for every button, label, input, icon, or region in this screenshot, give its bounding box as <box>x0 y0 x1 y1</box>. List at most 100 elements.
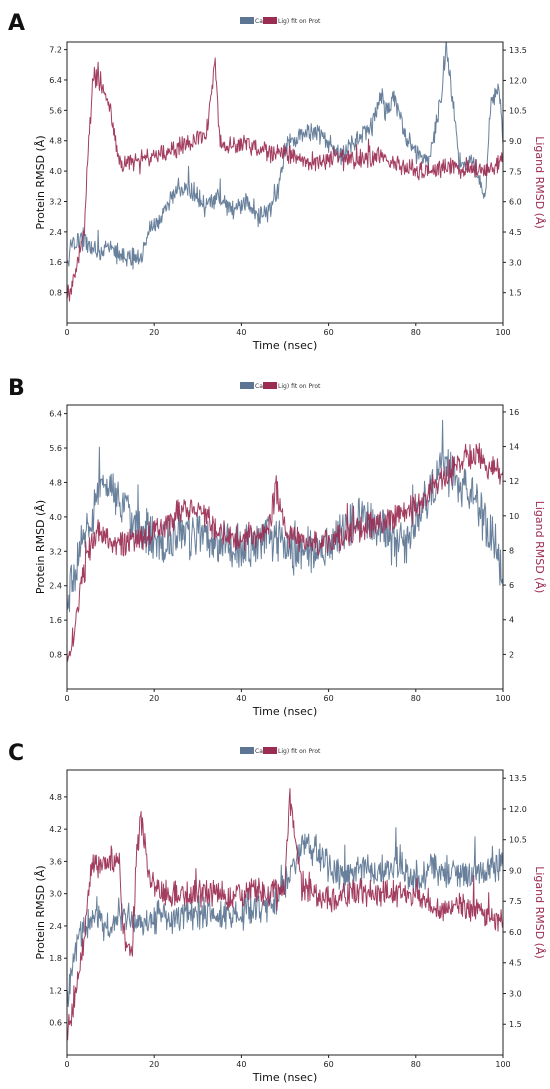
legend-swatch-ligand <box>263 747 277 754</box>
y-right-tick-label: 6 <box>509 581 514 590</box>
y-right-tick-label: 13.5 <box>509 774 527 783</box>
x-axis-title: Time (nsec) <box>252 705 318 718</box>
y-left-tick-label: 3.0 <box>49 890 62 899</box>
y-left-tick-label: 2.4 <box>49 228 62 237</box>
panel-label: A <box>8 11 25 36</box>
y-right-tick-label: 10 <box>509 512 519 521</box>
y-right-tick-label: 3.0 <box>509 989 522 998</box>
legend-label-ligand: Lig) fit on Prot <box>278 383 321 390</box>
y-right-tick-label: 4 <box>509 616 514 625</box>
x-tick-label: 40 <box>236 328 246 337</box>
x-tick-label: 80 <box>411 1060 421 1069</box>
y-left-tick-label: 3.2 <box>49 547 62 556</box>
y-right-axis-title: Ligand RMSD (Å) <box>533 136 546 229</box>
y-right-tick-label: 16 <box>509 408 519 417</box>
y-right-tick-label: 1.5 <box>509 1020 522 1029</box>
x-tick-label: 100 <box>495 1060 510 1069</box>
chart-panel-a: A Ca Lig) fit on Prot 0 20 40 60 80 100 0.8 1.6 2.4… <box>8 11 546 352</box>
y-right-tick-label: 13.5 <box>509 46 527 55</box>
y-right-tick-label: 6.0 <box>509 928 522 937</box>
series-group <box>67 42 503 302</box>
legend-label-ligand: Lig) fit on Prot <box>278 748 321 755</box>
y-left-tick-label: 4.8 <box>49 478 62 487</box>
y-right-tick-label: 12 <box>509 477 519 486</box>
y-left-tick-label: 0.8 <box>49 289 62 298</box>
legend-label-ca: Ca <box>255 748 263 755</box>
y-right-tick-label: 7.5 <box>509 167 522 176</box>
y-right-tick-label: 9.0 <box>509 866 522 875</box>
y-left-tick-label: 4.0 <box>49 167 62 176</box>
y-left-tick-label: 5.6 <box>49 106 62 115</box>
legend-label-ca: Ca <box>255 383 263 390</box>
legend-swatch-ligand <box>263 17 277 24</box>
legend: Ca Lig) fit on Prot <box>240 17 321 25</box>
y-left-axis-title: Protein RMSD (Å) <box>34 865 47 959</box>
legend: Ca Lig) fit on Prot <box>240 382 321 390</box>
legend-label-ligand: Lig) fit on Prot <box>278 18 321 25</box>
plot-frame <box>66 41 504 324</box>
y-right-tick-label: 12.0 <box>509 76 527 85</box>
x-tick-label: 0 <box>64 328 69 337</box>
x-tick-label: 100 <box>495 328 510 337</box>
y-left-axis-title: Protein RMSD (Å) <box>34 135 47 229</box>
y-left-tick-label: 2.4 <box>49 582 62 591</box>
series-group <box>67 788 503 1041</box>
y-right-tick-label: 3.0 <box>509 258 522 267</box>
series-line-ligand <box>67 788 503 1041</box>
y-right-tick-label: 7.5 <box>509 897 522 906</box>
y-right-tick-label: 10.5 <box>509 836 527 845</box>
y-right-tick-label: 12.0 <box>509 805 527 814</box>
x-tick-label: 0 <box>64 1060 69 1069</box>
series-group <box>67 419 503 662</box>
chart-panel-b: B Ca Lig) fit on Prot 0 20 40 60 80 100 0.8 1.6 2.4… <box>8 376 546 718</box>
y-right-axis-title: Ligand RMSD (Å) <box>533 501 546 594</box>
legend-label-ca: Ca <box>255 18 263 25</box>
series-line-ligand <box>67 442 503 662</box>
y-left-tick-label: 5.6 <box>49 444 62 453</box>
y-left-tick-label: 2.4 <box>49 922 62 931</box>
x-tick-label: 80 <box>411 694 421 703</box>
y-right-tick-label: 1.5 <box>509 289 522 298</box>
y-left-tick-label: 4.8 <box>49 137 62 146</box>
y-right-tick-label: 4.5 <box>509 228 522 237</box>
x-tick-label: 20 <box>149 1060 159 1069</box>
x-tick-label: 60 <box>324 1060 334 1069</box>
y-right-tick-label: 6.0 <box>509 198 522 207</box>
x-axis-title: Time (nsec) <box>252 1071 318 1084</box>
y-right-axis-title: Ligand RMSD (Å) <box>533 866 546 959</box>
plot-frame <box>66 404 504 690</box>
x-tick-label: 60 <box>324 694 334 703</box>
x-tick-label: 40 <box>236 1060 246 1069</box>
series-line-protein <box>67 827 503 1008</box>
y-left-tick-label: 4.2 <box>49 825 62 834</box>
y-left-tick-label: 0.6 <box>49 1019 62 1028</box>
y-right-tick-label: 9.0 <box>509 137 522 146</box>
series-line-protein <box>67 419 503 613</box>
y-left-tick-label: 6.4 <box>49 76 62 85</box>
y-left-tick-label: 1.6 <box>49 258 62 267</box>
x-tick-label: 20 <box>149 328 159 337</box>
series-line-ligand <box>67 57 503 302</box>
x-tick-label: 40 <box>236 694 246 703</box>
y-left-tick-label: 0.8 <box>49 651 62 660</box>
chart-panel-c: C Ca Lig) fit on Prot 0 20 40 60 80 100 0.6 1.2 1.8… <box>8 741 546 1084</box>
y-right-tick-label: 2 <box>509 650 514 659</box>
y-left-tick-label: 4.0 <box>49 513 62 522</box>
series-line-protein <box>67 42 503 270</box>
legend-swatch-ca <box>240 17 254 24</box>
x-tick-label: 80 <box>411 328 421 337</box>
y-left-tick-label: 1.2 <box>49 986 62 995</box>
x-tick-label: 0 <box>64 694 69 703</box>
y-right-tick-label: 10.5 <box>509 107 527 116</box>
y-left-tick-label: 1.8 <box>49 954 62 963</box>
plot-frame <box>66 769 504 1056</box>
x-tick-label: 100 <box>495 694 510 703</box>
panel-label: B <box>8 376 25 401</box>
x-tick-label: 20 <box>149 694 159 703</box>
legend-swatch-ligand <box>263 382 277 389</box>
y-left-tick-label: 1.6 <box>49 616 62 625</box>
y-right-tick-label: 8 <box>509 546 514 555</box>
x-axis-title: Time (nsec) <box>252 339 318 352</box>
legend-swatch-ca <box>240 747 254 754</box>
